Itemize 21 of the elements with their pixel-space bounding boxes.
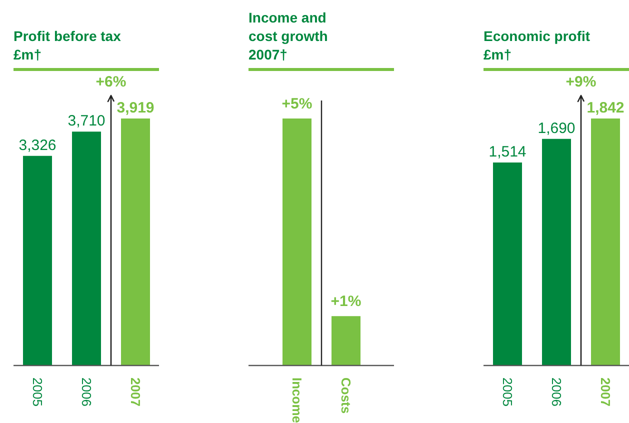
data-label: 3,919: [116, 100, 154, 116]
data-label: 1,842: [586, 100, 624, 116]
x-tick-label: 2007: [128, 378, 143, 406]
data-label: 1,514: [488, 143, 526, 160]
data-label: +1%: [330, 293, 362, 310]
chart-title: Income and cost growth 2007†: [248, 10, 328, 62]
x-tick-label: Costs: [338, 378, 354, 414]
x-tick-label: 2005: [500, 378, 515, 406]
data-label: 1,690: [538, 120, 576, 137]
x-tick-label: 2006: [549, 378, 564, 406]
data-label: 3,710: [68, 112, 106, 130]
data-label: 3,326: [18, 136, 56, 154]
text: +9%: [566, 74, 596, 90]
x-tick-label: 2006: [79, 378, 94, 406]
x-tick-label: 2005: [30, 378, 45, 406]
x-tick-label: 2007: [598, 378, 613, 406]
data-label: +5%: [282, 96, 312, 112]
chart-title: Profit before tax £m†: [14, 28, 122, 62]
x-tick-label: Income: [290, 378, 304, 423]
chart-title: Economic profit £m†: [484, 28, 590, 62]
text: +6%: [96, 74, 126, 90]
